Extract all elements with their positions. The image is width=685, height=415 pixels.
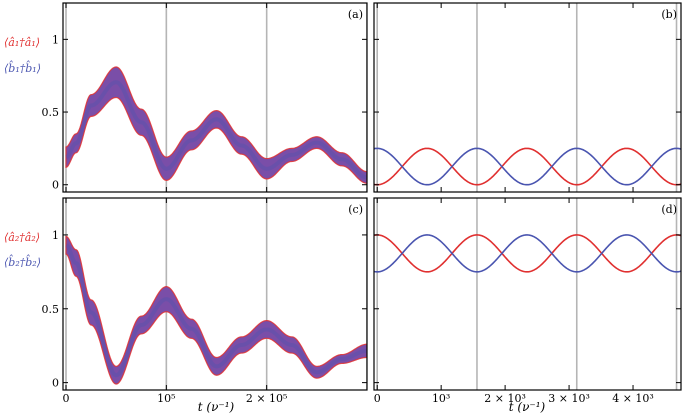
x-axis-title-left: t (ν⁻¹): [198, 400, 235, 414]
x-tick-label: 2 × 10³: [484, 392, 526, 405]
legend-bottom: ⟨â₂†â₂⟩ ⟨b̂₂†b̂₂⟩: [4, 231, 41, 269]
y-tick-label: 1: [52, 33, 59, 46]
plot-area: [65, 3, 367, 192]
band-area: [65, 66, 367, 184]
x-axis-title-right: t (ν⁻¹): [509, 400, 546, 414]
panel-label: (b): [661, 8, 677, 21]
legend-bottom-blue: ⟨b̂₂†b̂₂⟩: [4, 255, 41, 269]
plot-area: [374, 3, 681, 192]
x-tick-label: 0: [374, 392, 381, 405]
band-core: [65, 243, 367, 378]
x-tick-label: 2 × 10⁵: [246, 392, 288, 405]
band-core: [65, 80, 367, 180]
panel-frame: [62, 2, 368, 193]
panels: 0 0.5 1 (a) (b) 0 0.5 1 0 10⁵ 2 × 10⁵ (c) 0 10³ 2 × 10…: [42, 2, 682, 405]
legend-bottom-red: ⟨â₂†â₂⟩: [4, 231, 40, 244]
y-tick-label: 0.5: [42, 106, 60, 119]
panel-label: (c): [348, 203, 363, 216]
series-top-red: [374, 147, 681, 186]
panel-3: 0 10³ 2 × 10³ 3 × 10³ 4 × 10³ (d): [373, 197, 682, 405]
legend-top-red: ⟨â₁†â₁⟩: [4, 36, 40, 49]
y-tick-label: 1: [52, 229, 59, 242]
panel-label: (d): [661, 203, 677, 216]
x-tick-label: 4 × 10³: [612, 392, 654, 405]
x-tick-label: 10³: [432, 392, 450, 405]
y-tick-label: 0.5: [42, 303, 60, 316]
series-bottom-blue: [374, 234, 681, 273]
plot-area: [374, 198, 681, 390]
panel-1: (b): [373, 2, 682, 193]
x-tick-label: 3 × 10³: [548, 392, 590, 405]
panel-0: 0 0.5 1 (a): [42, 2, 368, 193]
panel-label: (a): [348, 8, 363, 21]
x-tick-label: 10⁵: [157, 392, 175, 405]
y-tick-label: 0: [52, 179, 59, 192]
x-tick-label: 0: [63, 392, 70, 405]
legend-top-blue: ⟨b̂₁†b̂₁⟩: [4, 61, 41, 75]
panel-frame: [373, 2, 682, 193]
series-bottom-red: [374, 234, 681, 273]
panel-frame: [373, 197, 682, 391]
panel-2: 0 0.5 1 0 10⁵ 2 × 10⁵ (c): [42, 197, 368, 405]
legend-top: ⟨â₁†â₁⟩ ⟨b̂₁†b̂₁⟩: [4, 36, 41, 75]
series-top-blue: [374, 147, 681, 186]
plot-area: [65, 198, 367, 390]
panel-frame: [62, 197, 368, 391]
y-tick-label: 0: [52, 377, 59, 390]
band-area: [65, 235, 367, 385]
